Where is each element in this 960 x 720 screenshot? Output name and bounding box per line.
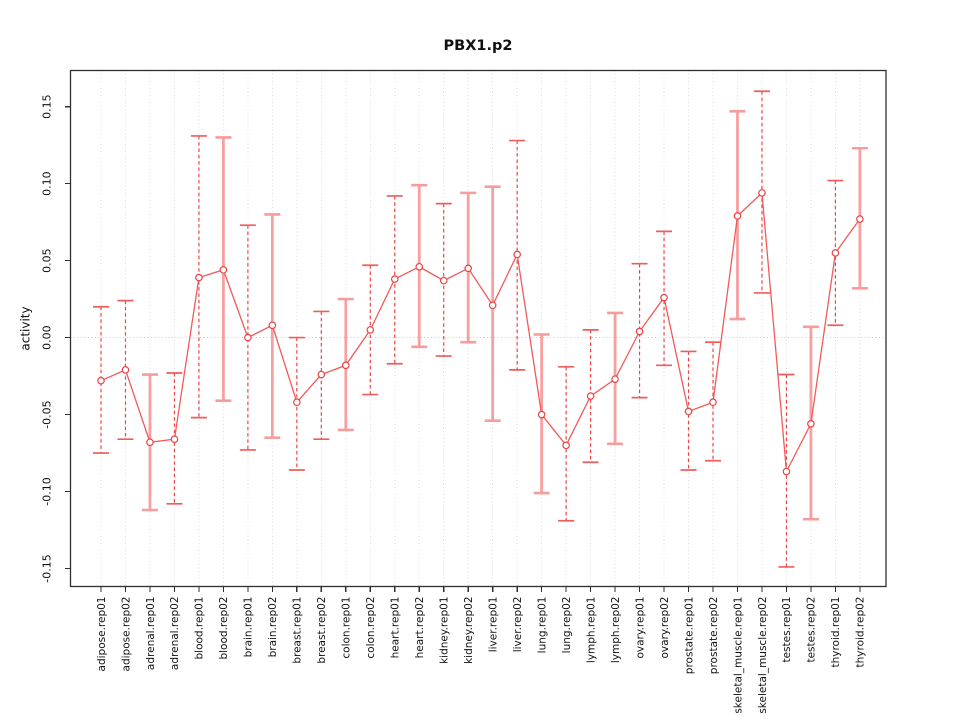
data-point bbox=[341, 361, 350, 370]
data-point bbox=[782, 467, 791, 476]
y-tick-label: -0.10 bbox=[41, 477, 54, 505]
x-tick-label: ovary.rep01 bbox=[634, 597, 646, 659]
data-point bbox=[856, 215, 864, 223]
data-point bbox=[709, 398, 717, 407]
data-point bbox=[684, 407, 693, 416]
y-axis-label: activity bbox=[19, 306, 33, 350]
x-tick-label: testes.rep02 bbox=[806, 597, 818, 663]
x-tick-label: adipose.rep01 bbox=[96, 597, 108, 672]
x-tick-label: kidney.rep01 bbox=[439, 597, 451, 664]
y-tick-label: 0.00 bbox=[41, 325, 54, 350]
plot-area: 0.15 0.10 0.05 0.00 -0.05 -0.10 -0.15 adipose.r… bbox=[41, 69, 887, 714]
x-tick-label: skeletal_muscle.rep01 bbox=[732, 597, 744, 714]
x-tick-label: adrenal.rep02 bbox=[169, 597, 181, 671]
data-point bbox=[219, 266, 228, 274]
x-tick-label: colon.rep02 bbox=[365, 597, 377, 659]
data-point bbox=[121, 366, 130, 374]
x-tick-label: brain.rep01 bbox=[243, 597, 255, 658]
data-point bbox=[831, 249, 840, 257]
data-point bbox=[464, 264, 473, 273]
data-point bbox=[146, 438, 154, 447]
data-point bbox=[733, 212, 742, 220]
data-point bbox=[611, 375, 619, 383]
data-point bbox=[415, 262, 424, 271]
x-tick-label: blood.rep02 bbox=[218, 597, 230, 660]
data-point bbox=[488, 301, 497, 310]
x-tick-label: prostate.rep02 bbox=[708, 597, 720, 675]
series-line bbox=[100, 191, 861, 474]
chart-title: PBX1.p2 bbox=[444, 38, 513, 54]
x-tick-label: testes.rep01 bbox=[781, 597, 793, 663]
y-tick-label: 0.05 bbox=[41, 248, 54, 273]
data-point bbox=[293, 398, 301, 407]
data-point bbox=[513, 250, 521, 259]
x-tick-label: thyroid.rep01 bbox=[830, 597, 842, 668]
x-tick-label: lung.rep01 bbox=[536, 597, 548, 654]
data-point bbox=[268, 321, 277, 330]
y-tick-label: -0.15 bbox=[41, 554, 54, 582]
data-point bbox=[807, 419, 815, 428]
data-point bbox=[660, 293, 668, 302]
data-point bbox=[170, 435, 179, 443]
x-tick-label: brain.rep02 bbox=[267, 597, 279, 658]
data-point bbox=[439, 276, 448, 285]
data-point bbox=[562, 441, 570, 450]
x-tick-label: heart.rep01 bbox=[390, 597, 402, 659]
x-tick-label: breast.rep02 bbox=[316, 597, 328, 664]
x-tick-label: prostate.rep01 bbox=[683, 597, 695, 675]
x-tick-label: thyroid.rep02 bbox=[855, 597, 867, 668]
y-tick-label: 0.15 bbox=[41, 94, 54, 119]
data-point bbox=[244, 333, 252, 342]
x-tick-label: ovary.rep02 bbox=[659, 597, 671, 659]
x-tick-label: kidney.rep02 bbox=[463, 597, 475, 664]
data-point bbox=[97, 376, 105, 385]
x-tick-label: skeletal_muscle.rep02 bbox=[757, 597, 769, 714]
x-tick-label: colon.rep01 bbox=[341, 597, 353, 659]
plot-border bbox=[69, 69, 887, 588]
x-tick-label: breast.rep01 bbox=[292, 597, 304, 664]
x-tick-label: lymph.rep02 bbox=[610, 597, 622, 664]
x-tick-label: adipose.rep02 bbox=[120, 597, 132, 672]
x-tick-label: blood.rep01 bbox=[194, 597, 206, 660]
x-tick-label: heart.rep02 bbox=[414, 597, 426, 659]
y-tick-label: 0.10 bbox=[41, 171, 54, 196]
x-tick-label: adrenal.rep01 bbox=[145, 597, 157, 671]
x-tick-label: lymph.rep01 bbox=[585, 597, 597, 664]
data-point bbox=[195, 273, 203, 282]
data-point bbox=[586, 392, 595, 400]
x-tick-label: liver.rep01 bbox=[487, 597, 499, 653]
data-point bbox=[317, 370, 326, 379]
x-tick-label: liver.rep02 bbox=[512, 597, 524, 653]
x-tick-label: lung.rep02 bbox=[561, 597, 573, 654]
data-point bbox=[537, 410, 546, 419]
y-tick-label: -0.05 bbox=[41, 400, 54, 428]
data-point bbox=[758, 189, 766, 197]
data-point bbox=[635, 327, 644, 336]
data-point bbox=[366, 326, 375, 334]
data-point bbox=[390, 275, 399, 283]
